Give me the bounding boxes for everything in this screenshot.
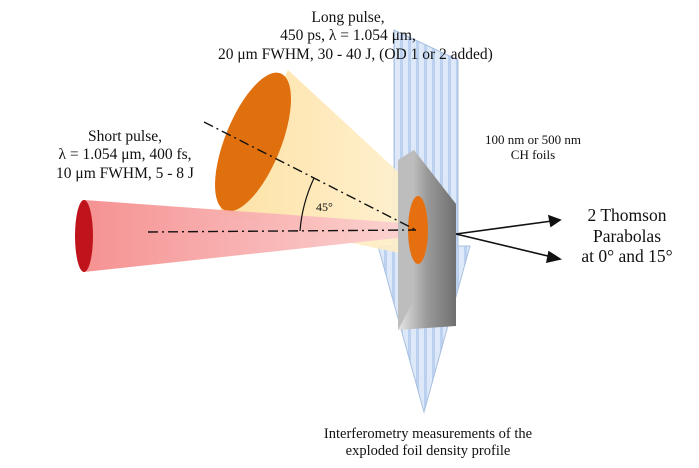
short-pulse-beam: [75, 200, 416, 272]
long-pulse-line2: 450 ps, λ = 1.054 μm,: [280, 27, 416, 45]
interferometry-line1: Interferometry measurements of the: [323, 426, 533, 442]
foil-label: 100 nm or 500 nm CH foils: [468, 132, 598, 163]
foil-line2: CH foils: [510, 147, 556, 163]
interferometry-label: Interferometry measurements of the explo…: [268, 426, 588, 460]
short-pulse-line3: 10 μm FWHM, 5 - 8 J: [56, 164, 194, 182]
long-pulse-line1: Long pulse,: [311, 9, 385, 26]
foil-line1: 100 nm or 500 nm: [484, 132, 582, 147]
angle-label: 45°: [316, 200, 333, 214]
thomson-line1: 2 Thomson: [587, 205, 667, 225]
angle-arc: [299, 177, 315, 232]
short-pulse-line2: λ = 1.054 μm, 400 fs,: [58, 146, 192, 164]
long-pulse-line3: 20 μm FWHM, 30 - 40 J, (OD 1 or 2 added): [218, 45, 493, 63]
thomson-line2: Parabolas: [592, 225, 662, 246]
short-pulse-line1: Short pulse,: [87, 128, 163, 145]
thomson-label: 2 Thomson Parabolas at 0° and 15°: [560, 205, 694, 267]
long-pulse-beam: [215, 70, 422, 258]
thomson-line3: at 0° and 15°: [581, 246, 673, 267]
ch-foil: [398, 150, 456, 330]
thomson-arrows: [455, 214, 563, 264]
short-pulse-label: Short pulse, λ = 1.054 μm, 400 fs, 10 μm…: [20, 128, 230, 183]
beam-axes: [147, 121, 417, 233]
interferometry-line2: exploded foil density profile: [345, 443, 511, 460]
long-pulse-label: Long pulse, 450 ps, λ = 1.054 μm, 20 μm …: [218, 9, 493, 64]
